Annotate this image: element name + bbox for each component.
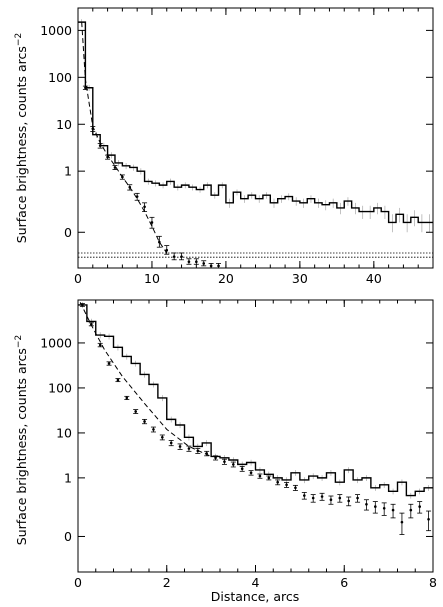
bottom-y-axis-label-exponent: −2 <box>14 335 24 348</box>
bottom-data-point <box>186 445 192 452</box>
top-x-tick-label: 10 <box>144 271 160 286</box>
bottom-data-point <box>399 512 405 535</box>
bottom-histogram-line <box>78 304 433 497</box>
bottom-data-point <box>106 361 112 366</box>
top-data-point <box>134 192 140 201</box>
top-axis-ticks: 0 10 20 30 40 0 1 10 100 1000 <box>40 8 434 286</box>
bottom-data-point <box>221 458 227 465</box>
top-y-axis-label-exponent: −2 <box>14 33 24 46</box>
top-data-point <box>149 216 155 229</box>
top-data-point <box>193 258 199 265</box>
bottom-axis-ticks: 0 2 4 6 8 0 1 10 100 1000 <box>40 300 437 590</box>
bottom-y-tick-label: 1000 <box>40 335 72 350</box>
bottom-x-tick-label: 8 <box>429 575 437 590</box>
top-y-axis-label: Surface brightness, counts arcs−2 <box>14 33 29 243</box>
bottom-data-point <box>310 494 316 503</box>
top-data-point <box>179 252 185 261</box>
bottom-data-point <box>230 461 236 468</box>
bottom-y-tick-label: 10 <box>56 425 72 440</box>
bottom-x-tick-label: 0 <box>74 575 82 590</box>
top-data-point <box>142 202 148 212</box>
top-histogram-line <box>78 21 433 224</box>
bottom-x-tick-label: 6 <box>340 575 348 590</box>
top-background-lines <box>78 252 433 258</box>
bottom-data-point <box>257 473 263 479</box>
bottom-data-point <box>133 409 139 414</box>
top-plot-frame <box>77 7 434 269</box>
bottom-data-point <box>124 395 130 401</box>
bottom-x-tick-label: 2 <box>163 575 171 590</box>
top-x-tick-label: 0 <box>74 271 82 286</box>
top-data-point <box>112 165 118 170</box>
bottom-data-point <box>266 475 272 481</box>
bottom-data-point <box>328 495 334 505</box>
bottom-data-point <box>248 470 254 476</box>
bottom-series-layer <box>78 302 433 535</box>
bottom-data-point <box>142 418 148 425</box>
top-data-point <box>216 263 222 269</box>
top-model-line <box>81 22 168 254</box>
bottom-data-point <box>363 499 369 511</box>
top-x-tick-label: 30 <box>292 271 308 286</box>
bottom-y-tick-label: 100 <box>48 380 72 395</box>
bottom-x-tick-label: 4 <box>252 575 260 590</box>
top-y-axis-label-text: Surface brightness, counts arcs <box>14 46 29 243</box>
bottom-y-tick-label: 0 <box>64 529 72 544</box>
bottom-data-point <box>292 484 298 491</box>
bottom-y-axis-label: Surface brightness, counts arcs−2 <box>14 335 29 545</box>
bottom-data-point <box>381 502 387 516</box>
top-y-tick-label: 1 <box>64 164 72 179</box>
bottom-y-axis-label-text: Surface brightness, counts arcs <box>14 348 29 545</box>
bottom-data-point <box>337 494 343 503</box>
bottom-data-point <box>390 503 396 519</box>
bottom-data-point <box>239 466 245 472</box>
bottom-data-point <box>301 492 307 500</box>
top-data-point <box>171 252 177 261</box>
bottom-data-point <box>408 503 414 519</box>
bottom-data-point <box>213 455 219 461</box>
bottom-panel: 0 2 4 6 8 0 1 10 100 1000 Surface brightness, cou… <box>14 299 437 604</box>
top-x-tick-label: 40 <box>366 271 382 286</box>
top-data-point <box>156 235 162 248</box>
bottom-data-point <box>150 426 156 433</box>
top-y-tick-label: 100 <box>48 70 72 85</box>
bottom-data-point <box>372 501 378 514</box>
top-x-tick-label: 20 <box>218 271 234 286</box>
bottom-data-point <box>346 496 352 507</box>
bottom-data-point <box>417 501 423 514</box>
bottom-plot-frame <box>77 299 434 573</box>
top-y-tick-label: 0 <box>64 225 72 240</box>
bottom-data-point <box>426 510 432 532</box>
bottom-model-line <box>79 302 212 457</box>
top-y-tick-label: 10 <box>56 117 72 132</box>
bottom-data-point <box>168 440 174 447</box>
bottom-data-point <box>355 494 361 503</box>
bottom-data-point <box>115 378 121 383</box>
bottom-data-point <box>284 482 290 488</box>
top-series-layer <box>78 19 433 269</box>
bottom-y-tick-label: 1 <box>64 470 72 485</box>
top-y-tick-label: 1000 <box>40 23 72 38</box>
top-data-point <box>201 260 207 267</box>
bottom-data-point <box>275 479 281 486</box>
bottom-data-point <box>97 342 103 348</box>
top-data-point <box>186 258 192 265</box>
bottom-data-point <box>159 434 165 441</box>
top-panel: 0 10 20 30 40 0 1 10 100 1000 Surface brightness,… <box>14 7 434 286</box>
bottom-data-point <box>177 443 183 450</box>
bottom-x-axis-label: Distance, arcs <box>211 589 300 604</box>
bottom-data-point <box>319 492 325 501</box>
